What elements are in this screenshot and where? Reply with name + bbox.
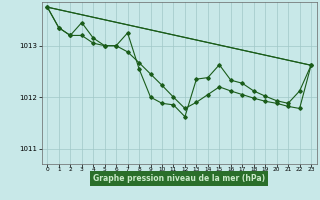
X-axis label: Graphe pression niveau de la mer (hPa): Graphe pression niveau de la mer (hPa) [93, 174, 265, 183]
